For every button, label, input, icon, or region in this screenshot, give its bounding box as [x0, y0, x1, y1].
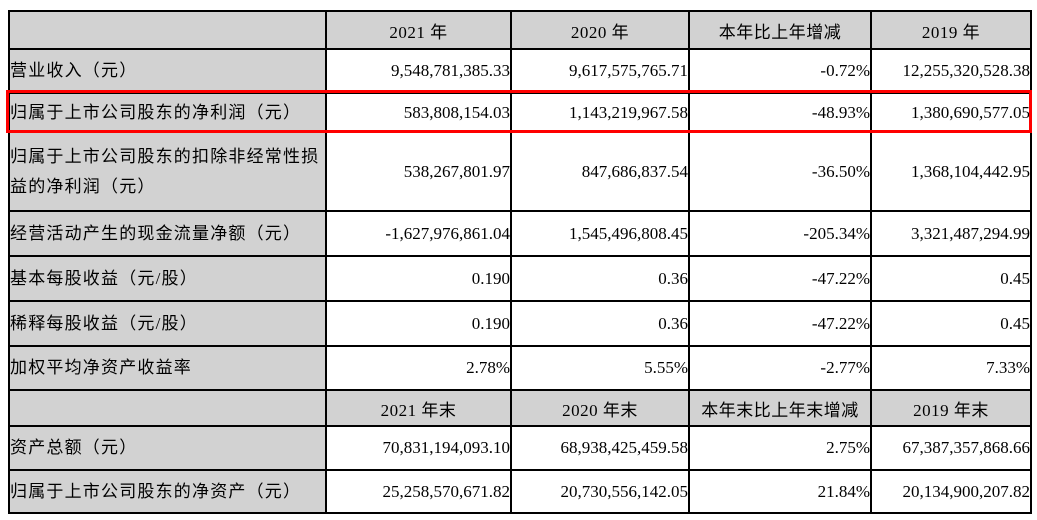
- cell-value: 20,134,900,207.82: [870, 469, 1032, 514]
- col-header-2021-year-end: 2021 年末: [325, 389, 512, 427]
- cell-value: 9,617,575,765.71: [510, 48, 690, 94]
- cell-value: 1,380,690,577.05: [870, 92, 1032, 133]
- row-label: 归属于上市公司股东的净利润（元）: [8, 92, 327, 133]
- row-label: 基本每股收益（元/股）: [8, 255, 327, 302]
- row-label: 资产总额（元）: [8, 425, 327, 471]
- cell-value: 0.190: [325, 300, 512, 347]
- cell-value: 0.45: [870, 300, 1032, 347]
- cell-value: 25,258,570,671.82: [325, 469, 512, 514]
- cell-value: -48.93%: [688, 92, 872, 133]
- corner-cell: [8, 10, 327, 50]
- corner-cell: [8, 389, 327, 427]
- row-label: 归属于上市公司股东的净资产（元）: [8, 469, 327, 514]
- cell-value: -1,627,976,861.04: [325, 210, 512, 257]
- table-row-operating-cash-flow: 经营活动产生的现金流量净额（元） -1,627,976,861.04 1,545…: [8, 210, 1032, 257]
- table-row-revenue: 营业收入（元） 9,548,781,385.33 9,617,575,765.7…: [8, 48, 1032, 94]
- row-label: 经营活动产生的现金流量净额（元）: [8, 210, 327, 257]
- cell-value: 7.33%: [870, 345, 1032, 391]
- row-label: 加权平均净资产收益率: [8, 345, 327, 391]
- col-header-yoy-change: 本年比上年增减: [688, 10, 872, 50]
- row-label: 稀释每股收益（元/股）: [8, 300, 327, 347]
- cell-value: 67,387,357,868.66: [870, 425, 1032, 471]
- cell-value: 0.45: [870, 255, 1032, 302]
- table-row-weighted-avg-roe: 加权平均净资产收益率 2.78% 5.55% -2.77% 7.33%: [8, 345, 1032, 391]
- col-header-2019: 2019 年: [870, 10, 1032, 50]
- table-row-net-profit-highlighted: 归属于上市公司股东的净利润（元） 583,808,154.03 1,143,21…: [8, 92, 1032, 133]
- cell-value: -47.22%: [688, 255, 872, 302]
- cell-value: 68,938,425,459.58: [510, 425, 690, 471]
- cell-value: 9,548,781,385.33: [325, 48, 512, 94]
- cell-value: 3,321,487,294.99: [870, 210, 1032, 257]
- cell-value: 847,686,837.54: [510, 131, 690, 212]
- cell-value: -47.22%: [688, 300, 872, 347]
- cell-value: 70,831,194,093.10: [325, 425, 512, 471]
- row-label: 归属于上市公司股东的扣除非经常性损益的净利润（元）: [8, 131, 327, 212]
- table-row-diluted-eps: 稀释每股收益（元/股） 0.190 0.36 -47.22% 0.45: [8, 300, 1032, 347]
- cell-value: 1,545,496,808.45: [510, 210, 690, 257]
- col-header-2019-year-end: 2019 年末: [870, 389, 1032, 427]
- cell-value: 1,143,219,967.58: [510, 92, 690, 133]
- cell-value: 538,267,801.97: [325, 131, 512, 212]
- cell-value: 5.55%: [510, 345, 690, 391]
- cell-value: -0.72%: [688, 48, 872, 94]
- cell-value: 12,255,320,528.38: [870, 48, 1032, 94]
- table-row-basic-eps: 基本每股收益（元/股） 0.190 0.36 -47.22% 0.45: [8, 255, 1032, 302]
- cell-value: 2.78%: [325, 345, 512, 391]
- cell-value: 0.36: [510, 255, 690, 302]
- table-row-total-assets: 资产总额（元） 70,831,194,093.10 68,938,425,459…: [8, 425, 1032, 471]
- financial-summary-table: 2021 年 2020 年 本年比上年增减 2019 年 营业收入（元） 9,5…: [8, 10, 1032, 514]
- cell-value: 2.75%: [688, 425, 872, 471]
- table-header-row-year-end: 2021 年末 2020 年末 本年末比上年末增减 2019 年末: [8, 389, 1032, 427]
- cell-value: 583,808,154.03: [325, 92, 512, 133]
- table-row-net-assets: 归属于上市公司股东的净资产（元） 25,258,570,671.82 20,73…: [8, 469, 1032, 514]
- cell-value: 1,368,104,442.95: [870, 131, 1032, 212]
- cell-value: -2.77%: [688, 345, 872, 391]
- col-header-2020: 2020 年: [510, 10, 690, 50]
- col-header-year-end-change: 本年末比上年末增减: [688, 389, 872, 427]
- cell-value: 0.36: [510, 300, 690, 347]
- col-header-2021: 2021 年: [325, 10, 512, 50]
- cell-value: 20,730,556,142.05: [510, 469, 690, 514]
- cell-value: 21.84%: [688, 469, 872, 514]
- cell-value: -205.34%: [688, 210, 872, 257]
- table-header-row-annual: 2021 年 2020 年 本年比上年增减 2019 年: [8, 10, 1032, 50]
- cell-value: -36.50%: [688, 131, 872, 212]
- table-row-net-profit-excl-nonrecurring: 归属于上市公司股东的扣除非经常性损益的净利润（元） 538,267,801.97…: [8, 131, 1032, 212]
- row-label: 营业收入（元）: [8, 48, 327, 94]
- col-header-2020-year-end: 2020 年末: [510, 389, 690, 427]
- cell-value: 0.190: [325, 255, 512, 302]
